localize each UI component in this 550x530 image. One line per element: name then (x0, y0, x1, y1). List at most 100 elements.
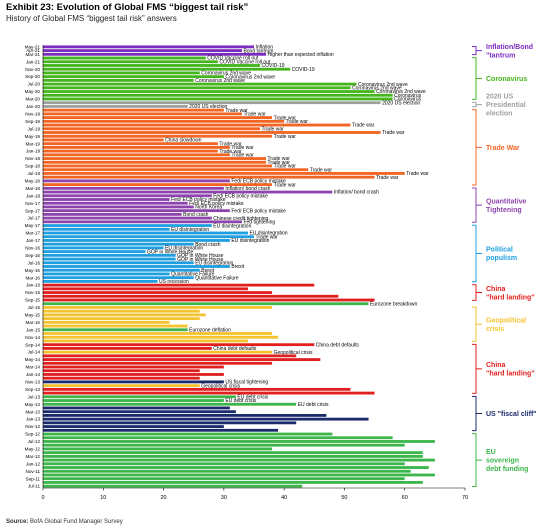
bar-Jul-20 (43, 82, 357, 86)
bar-May-16 (43, 268, 200, 272)
group-bracket-0 (472, 46, 482, 56)
x-tick-label-70: 70 (462, 495, 468, 501)
source-note: Source: BofA Global Fund Manager Survey (6, 519, 123, 525)
y-tick-label-Jan-13: Jan-13 (26, 417, 40, 422)
y-tick-label-May-13: May-13 (25, 402, 41, 407)
bar-label-Nov-17: Fed/ ECB policy mistake (189, 201, 244, 207)
bar-label-Jan-20: 2020 US election (189, 104, 227, 110)
group-label-10: EU sovereign debt funding (486, 449, 528, 473)
bar-Aug-17 (43, 212, 182, 216)
bar-label-Jul-16: EU disintegration (195, 260, 233, 266)
group-label-line: Presidential (486, 102, 526, 109)
y-tick-label-Jul-11: Jul-11 (28, 484, 41, 489)
bar-label-Jul-17: Chinese credit tightening (213, 216, 268, 222)
group-bracket-1 (472, 57, 482, 100)
bar-Feb-17 (43, 235, 254, 239)
group-label-line: debt funding (486, 466, 528, 473)
bar-Jan-16 (43, 283, 315, 287)
bar-May-17 (43, 224, 212, 227)
bar-label-Jul-19: Trade war (262, 126, 285, 132)
bar-label-Jan-19: Trade war (219, 149, 242, 155)
bar-Dec-12 (43, 421, 297, 425)
bar-May-13 (43, 402, 297, 406)
bar-Dec-19 (43, 108, 224, 112)
y-tick-label-Apr-21: Apr-21 (26, 48, 40, 53)
bar-Feb-16 (43, 279, 158, 283)
bar-label-Jan-17: EU disintegration (231, 238, 269, 244)
bar-label-May-17: EU disintegration (213, 223, 251, 229)
y-tick-label-May-17: May-17 (25, 223, 41, 228)
bar-label-Jun-18: Trade war (376, 175, 399, 181)
y-tick-label-Mar-16: Mar-16 (25, 275, 40, 280)
bar-Oct-17 (43, 205, 194, 209)
bar-label-Jan-21: COVID Vaccine roll out (219, 59, 271, 65)
bar-label-Feb-21: COVID Vaccine roll out (207, 56, 259, 62)
bar-label-Sep-14: China debt defaults (316, 342, 360, 348)
bar-Oct-18 (43, 160, 267, 164)
bar-label-Mar-21: Higher than expected inflation (268, 52, 334, 58)
bar-Mar-12 (43, 454, 423, 458)
bar-Apr-15 (43, 317, 200, 321)
y-tick-label-Nov-17: Nov-17 (25, 201, 40, 206)
x-tick-label-10: 10 (100, 495, 106, 501)
chart-title: Exhibit 23: Evolution of Global FMS “big… (6, 2, 249, 13)
bar-Mar-17 (43, 231, 248, 235)
group-label-line: crisis (486, 326, 504, 333)
y-tick-label-Jan-15: Jan-15 (26, 327, 40, 332)
bar-label-Nov-16: EU disintegration (165, 246, 203, 252)
y-tick-label-Nov-14: Nov-14 (25, 335, 40, 340)
y-tick-label-Jul-14: Jul-14 (27, 350, 40, 355)
bar-Dec-16 (43, 242, 194, 246)
y-tick-label-Jan-12: Jan-12 (26, 461, 40, 466)
y-tick-label-Mar-17: Mar-17 (25, 231, 40, 236)
bar-label-Nov-13: US fiscal tightening (225, 380, 268, 386)
bar-label-Jul-20: Coronavirus 2nd wave (358, 82, 408, 88)
bar-label-Aug-18: Trade war (310, 167, 333, 173)
bar-Aug-15 (43, 302, 369, 306)
bar-Sep-12 (43, 432, 333, 436)
bar-label-Apr-16: Quantitative Failure (171, 272, 215, 278)
bar-label-Aug-16: GOP in White House (177, 257, 224, 263)
group-label-6: China "hard landing" (486, 286, 535, 302)
bar-Oct-15 (43, 294, 339, 298)
bar-Sep-14 (43, 343, 315, 347)
y-tick-label-Jul-18: Jul-18 (27, 171, 40, 176)
y-tick-label-Sep-12: Sep-12 (25, 432, 40, 437)
y-tick-label-Mar-15: Mar-15 (25, 320, 40, 325)
bar-label-Jun-16: Brexit (231, 264, 244, 270)
group-label-line: Coronavirus (486, 76, 527, 83)
y-tick-label-Mar-19: Mar-19 (25, 141, 40, 146)
bar-label-Sep-18: Trade war (274, 164, 297, 170)
bar-Sep-19 (43, 119, 285, 123)
bar-Dec-18 (43, 153, 230, 157)
bar-Mar-16 (43, 276, 194, 280)
group-label-7: Geopolitical crisis (486, 317, 526, 333)
bar-Mar-19 (43, 142, 218, 146)
y-tick-label-Jan-16: Jan-16 (26, 283, 40, 288)
bar-Feb-14 (43, 369, 200, 373)
group-bracket-7 (472, 306, 482, 342)
bar-label-Jun-13: EU debt crisis (225, 398, 256, 404)
bar-label-Oct-20: Coronavirus 2nd wave (201, 71, 251, 77)
bar-Sep-17 (43, 209, 230, 213)
bar-Sep-18 (43, 164, 273, 168)
y-tick-label-Sep-16: Sep-16 (25, 253, 40, 258)
bar-label-Mar-19: Trade war (219, 141, 242, 147)
bar-label-Dec-18: Trade war (231, 153, 254, 159)
group-label-2: 2020 US Presidential election (486, 94, 526, 118)
bar-Sep-11 (43, 477, 405, 481)
bar-label-Apr-18: Trade war (274, 182, 297, 188)
y-tick-label-May-14: May-14 (25, 357, 41, 362)
group-label-line: populism (486, 255, 517, 262)
bar-Apr-20 (43, 93, 393, 97)
y-tick-label-Nov-11: Nov-11 (26, 469, 41, 474)
bar-label-Mar-20: Coronavirus (394, 97, 421, 103)
bar-Mar-18 (43, 186, 224, 190)
bar-Dec-14 (43, 332, 273, 335)
x-tick-label-0: 0 (41, 495, 44, 501)
y-tick-label-May-12: May-12 (25, 447, 41, 452)
bar-Jul-18 (43, 172, 405, 175)
group-label-4: Quantitative Tightening (486, 198, 527, 214)
y-tick-label-May-16: May-16 (25, 268, 41, 273)
